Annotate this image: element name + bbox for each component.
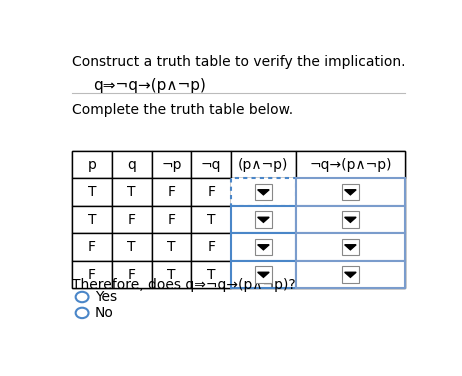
- Bar: [191, 151, 231, 178]
- Text: T: T: [128, 185, 136, 199]
- Bar: [112, 261, 152, 288]
- Bar: [72, 151, 112, 178]
- Bar: [342, 211, 359, 228]
- Text: T: T: [88, 212, 96, 227]
- Bar: [72, 261, 112, 288]
- Bar: [72, 233, 112, 261]
- Text: T: T: [167, 240, 176, 254]
- Text: F: F: [88, 240, 96, 254]
- Bar: [152, 151, 191, 178]
- Bar: [72, 178, 112, 206]
- Polygon shape: [345, 217, 356, 222]
- Polygon shape: [345, 245, 356, 250]
- Bar: [152, 178, 191, 206]
- Bar: [296, 233, 405, 261]
- Text: q: q: [127, 158, 136, 171]
- Bar: [112, 206, 152, 233]
- Text: Yes: Yes: [95, 290, 117, 304]
- Bar: [112, 178, 152, 206]
- Text: T: T: [128, 240, 136, 254]
- Bar: [342, 266, 359, 283]
- Bar: [255, 266, 272, 283]
- Bar: [72, 206, 112, 233]
- Bar: [255, 183, 272, 200]
- Text: T: T: [207, 212, 215, 227]
- Polygon shape: [258, 190, 269, 195]
- Bar: [191, 206, 231, 233]
- Bar: [231, 206, 296, 233]
- Bar: [231, 151, 296, 178]
- Text: (p∧¬p): (p∧¬p): [238, 158, 289, 171]
- Text: F: F: [207, 185, 215, 199]
- Text: ¬q→(p∧¬p): ¬q→(p∧¬p): [309, 158, 392, 171]
- Text: q⇒¬q→(p∧¬p): q⇒¬q→(p∧¬p): [93, 79, 207, 93]
- Text: ¬p: ¬p: [161, 158, 182, 171]
- Bar: [296, 151, 405, 178]
- Bar: [296, 261, 405, 288]
- Polygon shape: [258, 272, 269, 277]
- Text: T: T: [167, 268, 176, 282]
- Bar: [152, 206, 191, 233]
- Bar: [112, 151, 152, 178]
- Bar: [296, 206, 405, 233]
- Text: F: F: [128, 268, 136, 282]
- Bar: [342, 183, 359, 200]
- Text: F: F: [167, 212, 176, 227]
- Bar: [152, 261, 191, 288]
- Text: p: p: [87, 158, 97, 171]
- Text: T: T: [88, 185, 96, 199]
- Bar: [296, 178, 405, 206]
- Text: F: F: [207, 240, 215, 254]
- Text: Therefore, does q⇒¬q→(p∧¬p)?: Therefore, does q⇒¬q→(p∧¬p)?: [72, 278, 296, 292]
- Polygon shape: [345, 272, 356, 277]
- Bar: [191, 233, 231, 261]
- Text: No: No: [95, 306, 114, 320]
- Text: F: F: [128, 212, 136, 227]
- Bar: [72, 151, 405, 288]
- Bar: [255, 211, 272, 228]
- Text: ¬q: ¬q: [201, 158, 221, 171]
- Text: T: T: [207, 268, 215, 282]
- Polygon shape: [258, 245, 269, 250]
- Bar: [152, 233, 191, 261]
- Text: Construct a truth table to verify the implication.: Construct a truth table to verify the im…: [72, 55, 406, 69]
- Bar: [191, 178, 231, 206]
- Bar: [231, 261, 296, 288]
- Bar: [231, 178, 296, 206]
- Bar: [112, 233, 152, 261]
- Polygon shape: [345, 190, 356, 195]
- Bar: [342, 239, 359, 255]
- Text: F: F: [167, 185, 176, 199]
- Bar: [231, 233, 296, 261]
- Bar: [191, 261, 231, 288]
- Polygon shape: [258, 217, 269, 222]
- Text: Complete the truth table below.: Complete the truth table below.: [72, 103, 293, 117]
- Bar: [255, 239, 272, 255]
- Text: F: F: [88, 268, 96, 282]
